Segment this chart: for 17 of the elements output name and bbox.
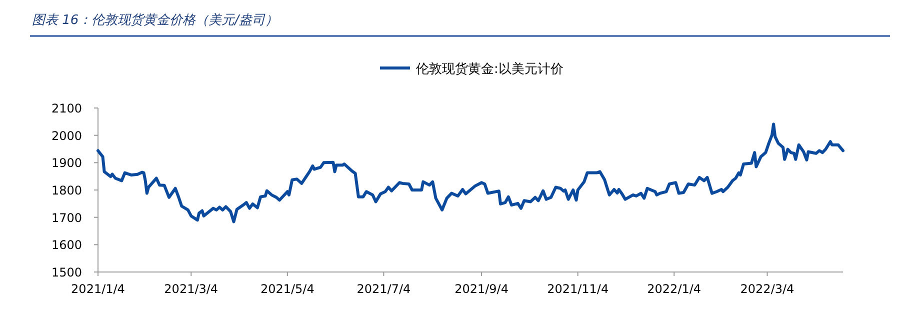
x-tick-label: 2021/11/4 — [547, 282, 609, 296]
y-tick-label: 1700 — [51, 210, 82, 225]
y-tick-label: 2000 — [51, 128, 82, 143]
y-tick-label: 1600 — [51, 238, 82, 252]
x-tick-label: 2022/1/4 — [647, 282, 702, 296]
y-tick-label: 1900 — [51, 156, 82, 170]
title: 图表 16：伦敦现货黄金价格（美元/盎司） — [32, 13, 278, 28]
y-tick-label: 2100 — [51, 102, 82, 116]
x-tick-label: 2021/3/4 — [164, 282, 218, 296]
x-tick-label: 2021/7/4 — [356, 282, 411, 296]
legend-label: 伦敦现货黄金:以美元计价 — [416, 62, 564, 77]
x-tick-label: 2022/3/4 — [740, 282, 794, 296]
x-tick-label: 2021/5/4 — [260, 282, 314, 296]
x-tick-label: 2021/9/4 — [454, 282, 508, 296]
y-tick-label: 1800 — [51, 184, 82, 198]
x-tick-label: 2021/1/4 — [71, 282, 125, 296]
y-tick-label: 1500 — [51, 266, 82, 280]
